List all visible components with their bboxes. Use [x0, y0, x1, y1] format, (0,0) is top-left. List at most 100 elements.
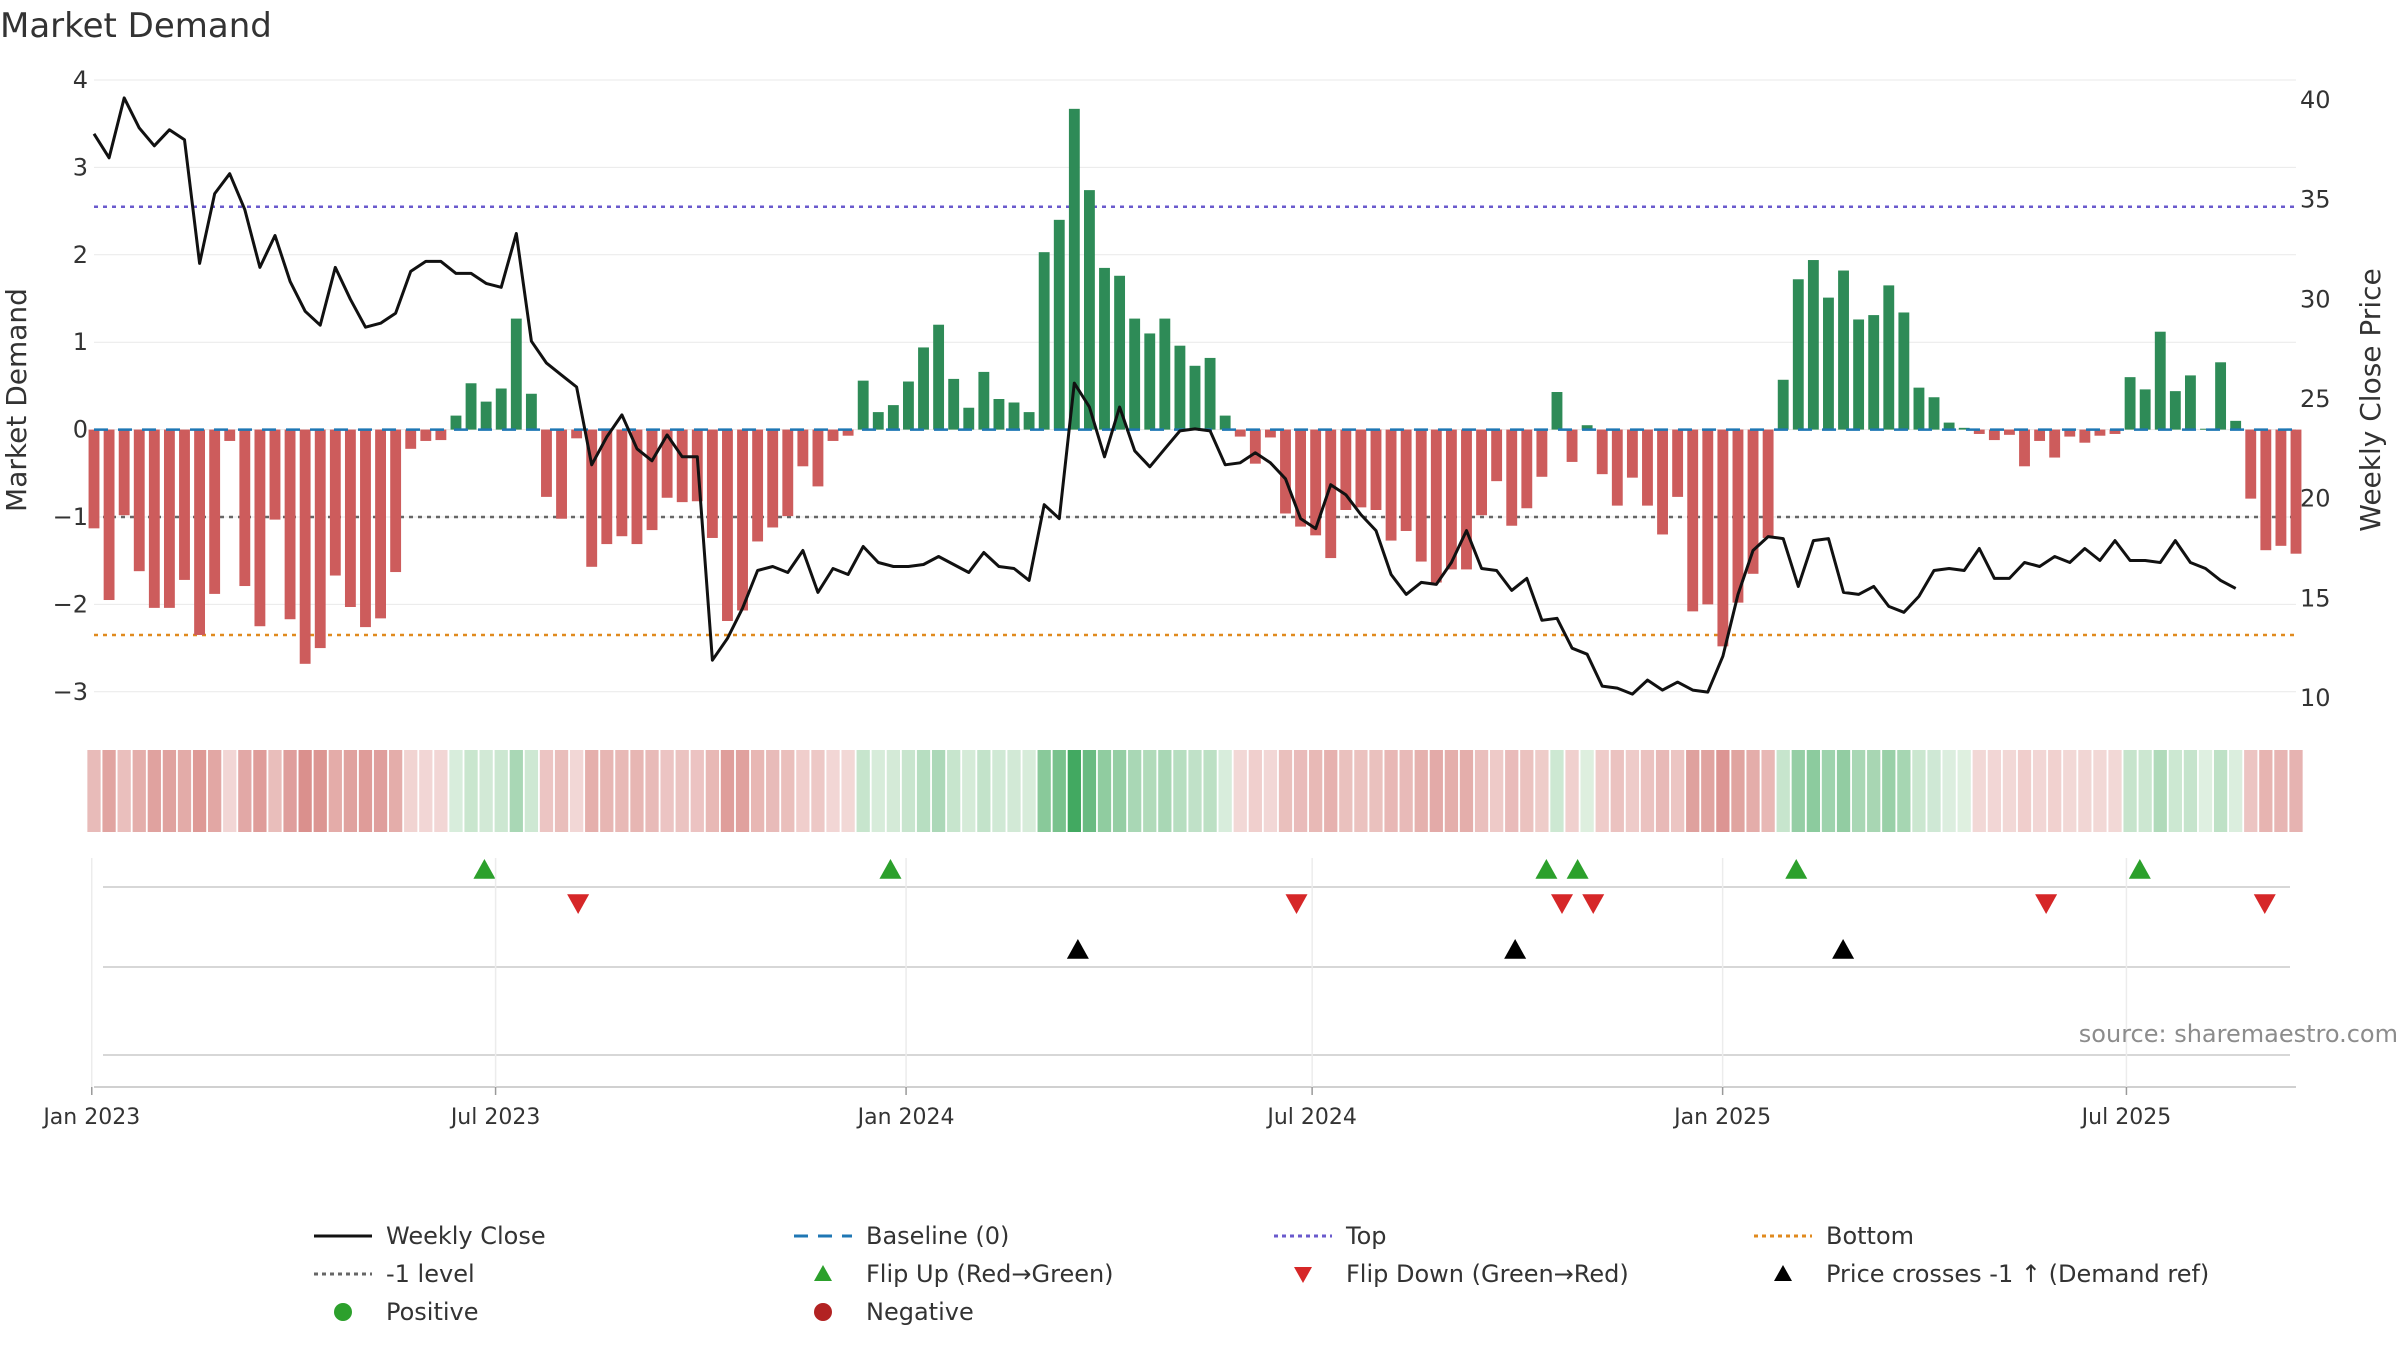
demand-bar: [1747, 429, 1759, 574]
heat-cell: [1972, 750, 1986, 832]
heat-cell: [2213, 750, 2228, 832]
demand-bar: [480, 401, 492, 430]
demand-bar: [2245, 429, 2257, 499]
heat-cell: [2108, 750, 2122, 832]
heat-cell: [87, 750, 101, 832]
demand-bar: [1853, 319, 1865, 430]
x-tick-label: Jan 2023: [41, 1105, 140, 1130]
demand-bar: [933, 324, 945, 430]
demand-bar: [2094, 429, 2106, 436]
demand-bar: [752, 429, 764, 542]
heat-cell: [1052, 750, 1066, 832]
heat-cell: [1082, 750, 1097, 832]
demand-bar: [2019, 429, 2030, 467]
demand-bar: [541, 429, 552, 497]
flip-down-marker: [1285, 894, 1308, 914]
demand-bar: [525, 393, 537, 430]
heat-cell: [1459, 750, 1474, 832]
demand-bar: [1476, 429, 1487, 516]
heat-cell: [1595, 750, 1609, 832]
demand-bar: [661, 429, 673, 498]
heat-cell: [1248, 750, 1262, 832]
y-tick-label: 0: [73, 416, 88, 444]
heat-cell: [102, 750, 116, 832]
flip-up-marker: [879, 859, 902, 879]
demand-bar: [1581, 425, 1593, 430]
demand-bar: [1325, 429, 1337, 559]
demand-bar: [299, 429, 311, 664]
heat-cell: [1761, 750, 1775, 832]
demand-bar: [1355, 429, 1367, 508]
heat-cell: [2017, 750, 2032, 832]
heat-cell: [1535, 750, 1549, 832]
flip-down-marker: [2253, 894, 2276, 914]
heat-cell: [192, 750, 207, 832]
demand-bar: [2290, 429, 2302, 554]
demand-bar: [1732, 429, 1744, 603]
demand-bar: [1792, 279, 1804, 430]
heat-cell: [1309, 750, 1323, 832]
heat-cell: [705, 750, 720, 832]
demand-bar: [1536, 429, 1548, 477]
demand-bar: [2004, 429, 2015, 435]
heat-cell: [1640, 750, 1655, 832]
demand-bar: [1264, 429, 1276, 438]
demand-bars: [88, 108, 2302, 664]
heat-cell: [524, 750, 539, 832]
heat-cell: [2168, 750, 2182, 832]
demand-bar: [1883, 285, 1895, 430]
heat-cell: [2289, 750, 2303, 832]
heat-cell: [886, 750, 900, 832]
x-tick-label: Jul 2024: [1265, 1105, 1357, 1130]
heat-cell: [208, 750, 222, 832]
demand-bar: [1445, 429, 1457, 570]
demand-bar: [254, 429, 266, 627]
heat-cell: [373, 750, 388, 832]
heat-cell: [947, 750, 961, 832]
heat-cell: [1037, 750, 1051, 832]
demand-bar: [1943, 422, 1955, 430]
demand-bar: [797, 429, 809, 467]
heat-cell: [238, 750, 252, 832]
demand-bar: [1159, 318, 1171, 430]
demand-bar: [1249, 429, 1261, 464]
demand-bar: [2230, 420, 2242, 430]
heat-cell: [615, 750, 629, 832]
y2-tick-label: 35: [2300, 186, 2331, 214]
heat-cell: [1746, 750, 1760, 832]
demand-bar: [1144, 333, 1156, 430]
heat-cell: [2274, 750, 2288, 832]
demand-bar: [224, 429, 236, 441]
heat-cell: [117, 750, 131, 832]
heat-cell: [962, 750, 976, 832]
legend-label: Weekly Close: [386, 1222, 546, 1250]
flip-down-marker: [567, 894, 590, 914]
heat-cell: [1490, 750, 1504, 832]
heat-cell: [1927, 750, 1941, 832]
heat-cell: [449, 750, 463, 832]
demand-bar: [2184, 375, 2196, 430]
heat-cell: [2259, 750, 2273, 832]
heat-cell: [132, 750, 146, 832]
demand-bar: [2169, 391, 2181, 430]
heat-cell: [434, 750, 448, 832]
demand-bar: [948, 378, 960, 430]
source-credit: source: sharemaestro.com: [2078, 1020, 2398, 1048]
legend-item-negative: Negative: [790, 1294, 1270, 1330]
heat-cell: [901, 750, 916, 832]
demand-bar: [2034, 429, 2046, 441]
y2-tick-label: 25: [2300, 385, 2331, 413]
demand-bar: [1958, 427, 1970, 430]
legend-label: Flip Down (Green→Red): [1346, 1260, 1629, 1288]
heat-cell: [826, 750, 840, 832]
legend-symbol-bottom: [1754, 1234, 1812, 1238]
heat-cell: [494, 750, 508, 832]
demand-bar: [1129, 318, 1141, 430]
heat-cell: [720, 750, 735, 832]
demand-bar: [767, 429, 779, 528]
demand-bar: [405, 429, 417, 449]
heat-cell: [1067, 750, 1081, 832]
price-line-group: [92, 96, 2237, 696]
demand-bar: [1898, 312, 1910, 430]
x-tick-label: Jul 2023: [449, 1105, 541, 1130]
